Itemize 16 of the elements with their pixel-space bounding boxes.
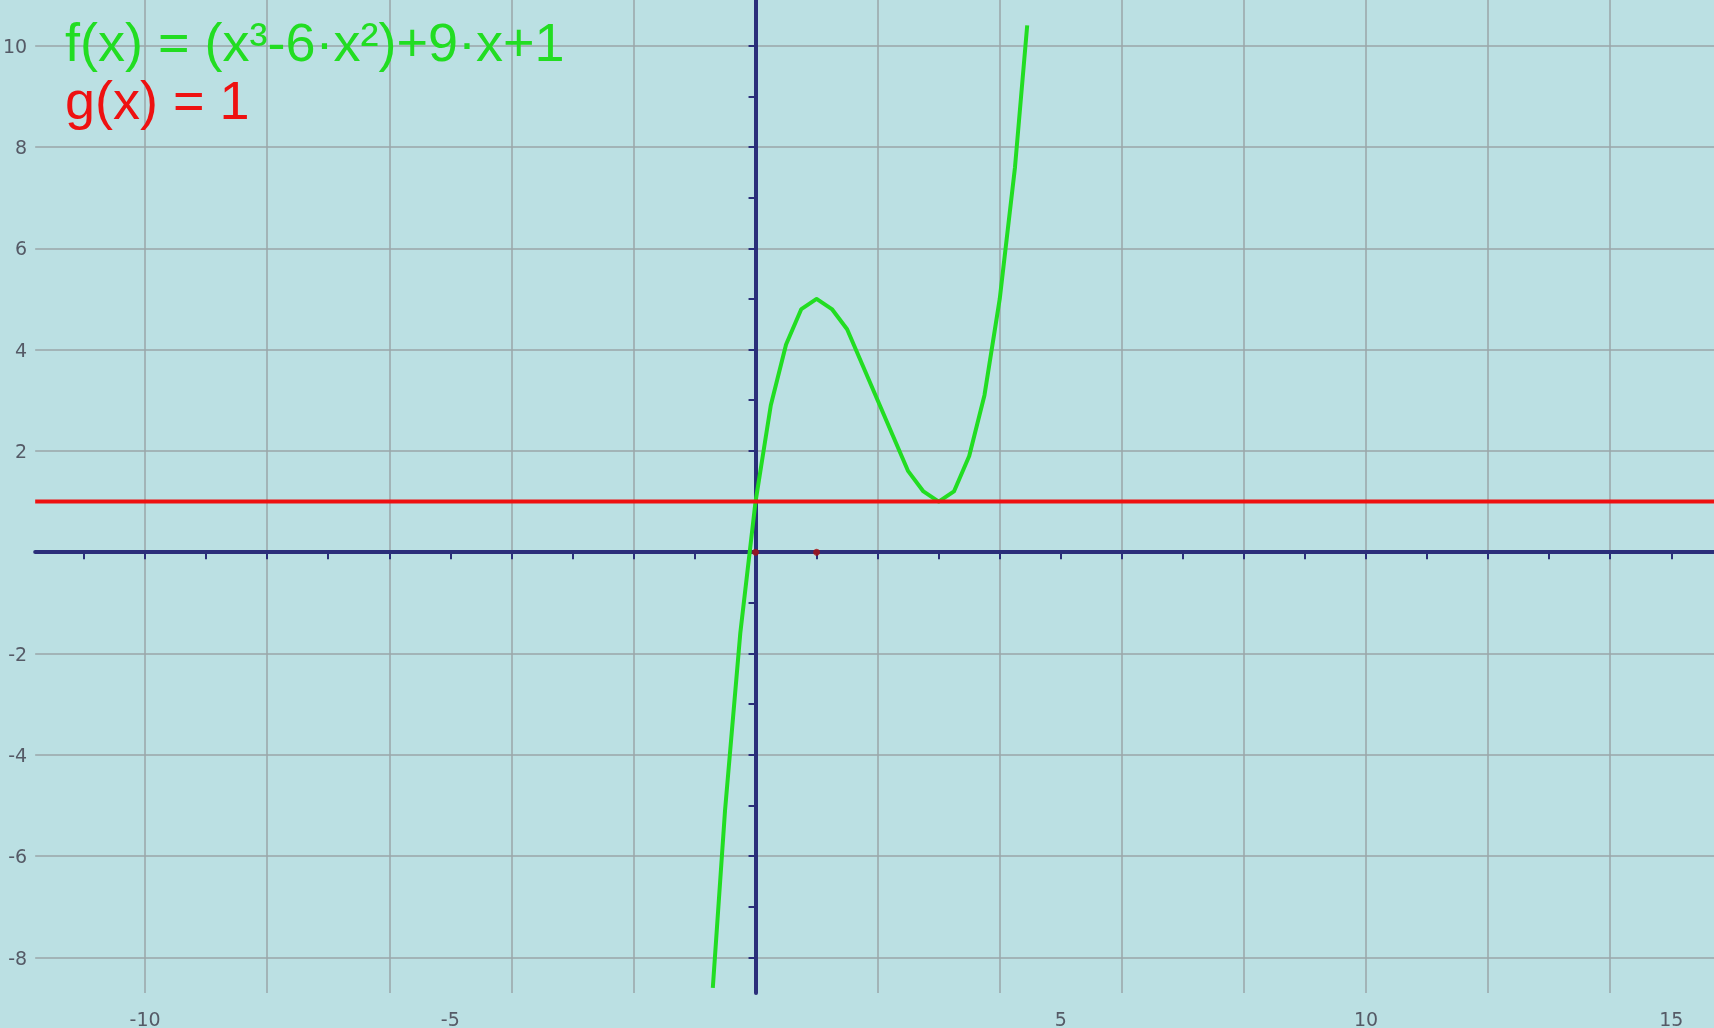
y-tick-label: -6 xyxy=(8,845,28,868)
x-tick-label: -10 xyxy=(129,1007,161,1028)
x-tick-label: 5 xyxy=(1054,1007,1067,1028)
line-series xyxy=(710,23,1030,990)
y-tick-label: -4 xyxy=(8,743,28,766)
y-tick-label: 6 xyxy=(15,237,28,260)
x-tick-label: 10 xyxy=(1353,1007,1379,1028)
y-tick-label: 10 xyxy=(2,34,28,57)
y-tick-label: 8 xyxy=(15,135,28,158)
text: f(x) = (x³-6·x²)+9·x+1 xyxy=(65,12,565,72)
x-tick-label: -5 xyxy=(440,1007,460,1028)
y-tick-label: 2 xyxy=(15,439,28,462)
x-tick-label: 15 xyxy=(1659,1007,1684,1028)
y-tick-label: 4 xyxy=(15,338,28,361)
y-tick-label: -8 xyxy=(8,946,28,969)
y-tick-label: -2 xyxy=(8,642,28,665)
